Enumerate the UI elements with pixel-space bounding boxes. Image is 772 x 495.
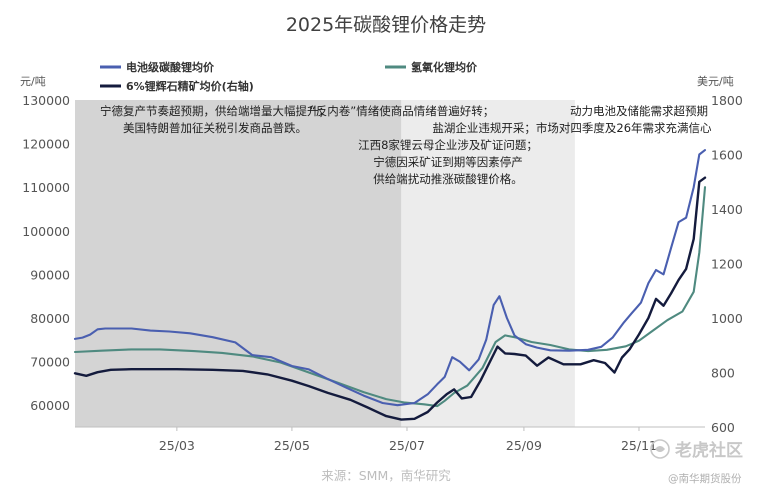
tiger-logo [650,439,670,459]
y-tick-left-label: 130000 [22,93,70,108]
y-tick-right-label: 1600 [711,148,743,163]
y-tick-left-label: 70000 [30,355,70,370]
x-tick-label: 25/03 [159,438,195,453]
shaded-period-1 [75,100,402,427]
chart-title: 2025年碳酸锂价格走势 [286,14,486,36]
annotation-2-line-2: 江西8家锂云母企业涉及矿证问题； [358,138,538,152]
y-tick-right-label: 1200 [711,257,743,272]
source-note: 来源：SMM，南华研究 [321,468,451,483]
series-lines [73,149,707,421]
legend-label-hydroxide: 氢氧化锂均价 [411,60,478,74]
annotation-3-line-1: 动力电池及储能需求超预期 [570,104,708,118]
y-tick-left-label: 100000 [22,224,70,239]
y-axis-left-unit: 元/吨 [20,75,46,88]
y-ticks-left: 60000 70000 80000 90000 100000 110000 120000 13… [22,93,70,413]
x-tick-label: 25/05 [274,438,310,453]
series-line-2 [73,176,707,421]
x-tick-label: 25/11 [621,438,657,453]
annotation-2-line-4: 供给端扰动推涨碳酸锂价格。 [373,172,523,186]
annotations: 宁德复产节奏超预期，供给端增量大幅提升； 美国特朗普加征关税引发商品普跌。“反内卷… [100,104,712,186]
y-tick-right-label: 1000 [711,311,743,326]
shaded-period-2 [401,100,575,427]
watermark-handle: @南华期货股份 [668,472,742,485]
y-tick-left-label: 80000 [30,311,70,326]
annotation-2-line-3: 宁德因采矿证到期等因素停产 [373,155,523,169]
y-tick-left-label: 120000 [22,137,70,152]
y-tick-left-label: 60000 [30,398,70,413]
x-tick-label: 25/09 [506,438,542,453]
series-line-1 [73,149,707,407]
y-tick-right-label: 1400 [711,202,743,217]
y-tick-right-label: 1800 [711,93,743,108]
x-tick-label: 25/07 [389,438,425,453]
annotation-1-line-1: 宁德复产节奏超预期，供给端增量大幅提升； [100,104,330,118]
legend: 电池级碳酸锂均价 6%锂辉石精矿均价(右轴) 氢氧化锂均价 [100,60,478,93]
y-tick-right-label: 600 [711,420,735,435]
y-axis-right-unit: 美元/吨 [697,75,734,88]
y-tick-right-label: 800 [711,366,735,381]
shaded-periods [75,100,575,427]
x-ticks: 25/03 25/05 25/07 25/09 25/11 [159,427,657,453]
legend-label-spodumene: 6%锂辉石精矿均价(右轴) [126,79,254,93]
series-line-3 [73,186,707,408]
y-tick-left-label: 90000 [30,267,70,282]
legend-label-battery-carbonate: 电池级碳酸锂均价 [126,60,215,74]
annotation-2-line-1: “反内卷”情绪使商品情绪普遍好转； [310,104,494,118]
y-tick-left-label: 110000 [22,180,70,195]
watermark-text: 老虎社区 [674,440,743,461]
y-ticks-right: 600 800 1000 1200 1400 1600 1800 [711,93,743,435]
watermark: 老虎社区 @南华期货股份 [650,439,743,485]
annotation-1-line-2: 美国特朗普加征关税引发商品普跌。 [123,121,307,135]
annotation-3-line-2: 盐湖企业违规开采；市场对四季度及26年需求充满信心 [432,121,712,135]
